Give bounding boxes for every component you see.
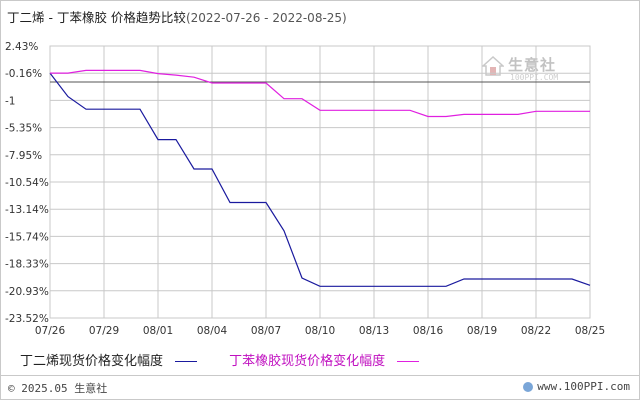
title-text: 丁二烯 - 丁苯橡胶 价格趋势比较 [7,10,186,25]
series-line-2 [50,69,590,118]
watermark-brand: 生意社 [508,56,557,74]
legend-label-series2: 丁苯橡胶现货价格变化幅度 [229,354,386,369]
x-tick-label: 08/04 [197,325,228,337]
series-line-1 [49,72,591,287]
x-tick-label: 07/26 [35,325,66,337]
x-tick-label: 08/13 [359,325,389,337]
chart-title: 丁二烯 - 丁苯橡胶 价格趋势比较(2022-07-26 - 2022-08-2… [7,7,347,26]
legend-item-series1: 丁二烯现货价格变化幅度 [20,350,198,369]
y-tick-label: -10.54% [5,177,49,189]
y-tick-label: -7.95% [5,150,42,162]
footer: © 2025.05 生意社 www.100PPI.com [0,375,640,397]
x-tick-label: 08/10 [305,325,335,337]
legend-item-series2: 丁苯橡胶现货价格变化幅度 [229,350,420,369]
legend-swatch-series2 [397,361,420,362]
x-tick-label: 07/29 [89,325,119,337]
date-range: (2022-07-26 - 2022-08-25) [185,11,347,25]
copyright-text: © 2025.05 生意社 [8,382,108,395]
x-tick-label: 08/01 [143,325,173,337]
site-url: www.100PPI.com [537,380,630,393]
x-tick-label: 08/25 [575,325,605,337]
y-tick-label: -23.52% [5,313,49,325]
x-tick-label: 08/07 [251,325,281,337]
x-tick-label: 08/19 [467,325,497,337]
legend-label-series1: 丁二烯现货价格变化幅度 [20,354,164,369]
watermark-url: 100PPI.COM [510,73,559,82]
globe-icon [523,382,534,392]
y-tick-label: -0.16% [5,68,42,80]
y-tick-label: -15.74% [5,231,49,243]
y-tick-label: -20.93% [5,286,49,298]
x-tick-label: 08/22 [521,325,551,337]
line-chart: 07/26 07/29 08/01 08/04 08/07 08/10 08/13 08/16… [5,41,605,337]
y-tick-label: -13.14% [5,204,49,216]
y-tick-label: -18.33% [5,259,49,271]
house-logo-icon [482,56,504,76]
x-tick-label: 08/16 [413,325,444,337]
y-tick-label: 2.43% [5,41,38,53]
legend-swatch-series1 [175,361,198,362]
legend: 丁二烯现货价格变化幅度 丁苯橡胶现货价格变化幅度 [20,350,447,369]
y-tick-label: -5.35% [5,123,42,135]
footer-divider [0,375,640,376]
site-link[interactable]: www.100PPI.com [523,380,630,393]
y-tick-label: -1 [5,95,15,107]
